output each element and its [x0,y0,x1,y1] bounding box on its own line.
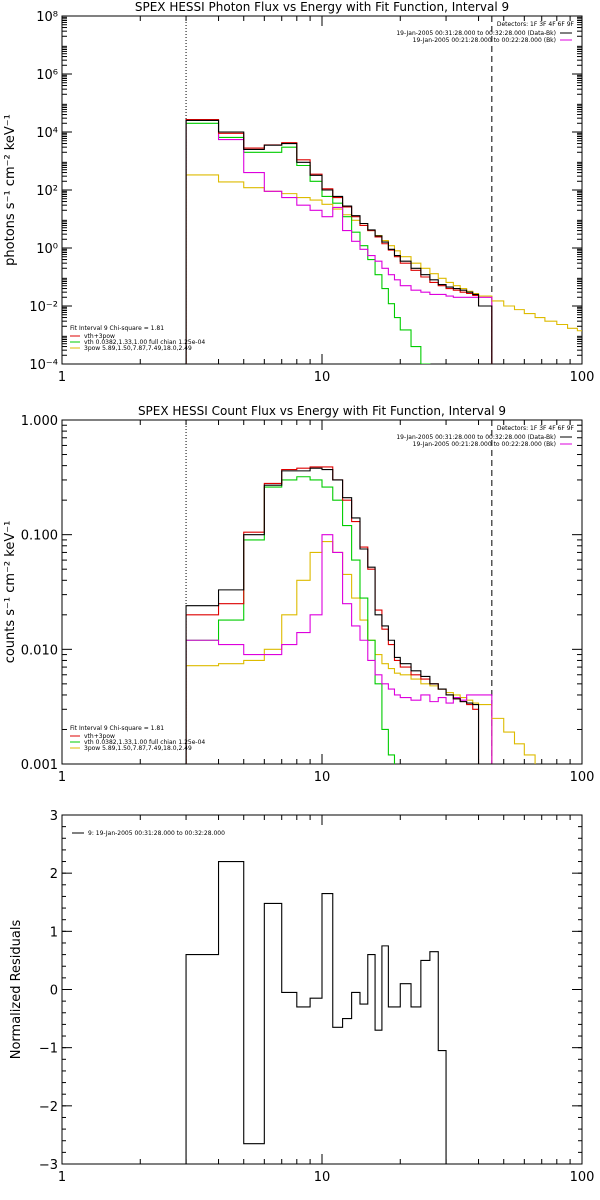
legend-label: 19-Jan-2005 00:21:28.000 to 00:22:28.000… [413,441,556,448]
legend-label: vth+3pow [84,333,115,340]
chart-panel-3: Normalized Residuals 1 10 100 −3 −2 −1 0 1 2 3 9: 1… [9,809,594,1185]
y-tick-label: 0.001 [21,758,58,773]
data-series-group [185,118,582,364]
series-line [185,119,493,364]
y-tick-label: −3 [39,1158,58,1173]
series-line [185,534,493,764]
y-axis-label: counts s⁻¹ cm⁻² keV⁻¹ [3,521,18,664]
y-axis-label: Normalized Residuals [9,920,24,1060]
chart-title: SPEX HESSI Count Flux vs Energy with Fit… [138,404,506,418]
x-tick-label: 100 [570,1170,595,1185]
x-tick-label: 1 [58,770,66,785]
series-line [185,118,493,364]
y-tick-label: 0 [50,984,58,999]
legend-label: 3pow 5.89,1.50,7.87,7.49,18.0,2.49 [84,745,192,752]
y-tick-label: −2 [39,1100,58,1115]
legend-fit-header: Fit Interval 9 Chi-square = 1.81 [70,325,164,332]
x-tick-label: 100 [570,770,595,785]
legend-label: 19-Jan-2005 00:31:28.000 to 00:32:28.000… [396,30,556,37]
x-tick-label: 1 [58,1170,66,1185]
y-tick-label: 0.100 [21,529,58,544]
series-line-extension [491,300,582,332]
y-tick-label: 0.010 [21,643,58,658]
y-tick-label: 10⁴ [36,126,58,141]
x-tick-label: 100 [570,370,595,385]
data-series-group [185,466,536,764]
legend-label: 9: 19-Jan-2005 00:31:28.000 to 00:32:28.… [88,830,225,837]
series-line [185,476,396,764]
x-tick-label: 1 [58,370,66,385]
series-line [185,541,493,764]
chart-panel-2: SPEX HESSI Count Flux vs Energy with Fit… [3,404,594,785]
y-tick-label: 10² [36,184,58,199]
x-tick-label: 10 [314,1170,331,1185]
series-line [185,122,431,364]
data-series-group [185,860,447,1164]
y-tick-label: 10⁰ [36,242,58,257]
legend-detectors: Detectors: 1F 3F 4F 6F 9F [497,425,575,432]
series-line [185,467,493,764]
series-line [185,466,493,764]
y-tick-label: 10⁻² [29,300,58,315]
legend-label: vth 0.0382,1.33,1.00 full chian 1.25e-04 [84,739,205,746]
y-tick-label: 10⁻⁴ [29,358,58,373]
legend-label: 3pow 5.89,1.50,7.87,7.49,18.0,2.49 [84,345,192,352]
x-tick-label: 10 [314,370,331,385]
y-tick-label: −1 [39,1042,58,1057]
y-tick-label: 3 [50,809,58,824]
series-line [185,119,493,364]
y-tick-label: 10⁶ [36,68,58,83]
y-tick-label: 1 [50,925,58,940]
chart-panel-1: SPEX HESSI Photon Flux vs Energy with Fi… [3,0,594,385]
legend-detectors: Detectors: 1F 3F 4F 6F 9F [497,21,575,28]
y-tick-label: 2 [50,867,58,882]
y-tick-label: 1.000 [21,414,58,429]
y-axis-label: photons s⁻¹ cm⁻² keV⁻¹ [3,114,18,266]
series-line-extension [491,717,536,764]
chart-title: SPEX HESSI Photon Flux vs Energy with Fi… [135,0,509,14]
legend-label: vth+3pow [84,733,115,740]
legend-label: vth 0.0382,1.33,1.00 full chian 1.25e-04 [84,339,205,346]
legend-label: 19-Jan-2005 00:31:28.000 to 00:32:28.000… [396,434,556,441]
series-line [185,860,447,1164]
x-tick-label: 10 [314,770,331,785]
y-tick-label: 10⁸ [36,10,58,25]
legend-fit-header: Fit Interval 9 Chi-square = 1.81 [70,725,164,732]
legend-label: 19-Jan-2005 00:21:28.000 to 00:22:28.000… [413,37,556,44]
